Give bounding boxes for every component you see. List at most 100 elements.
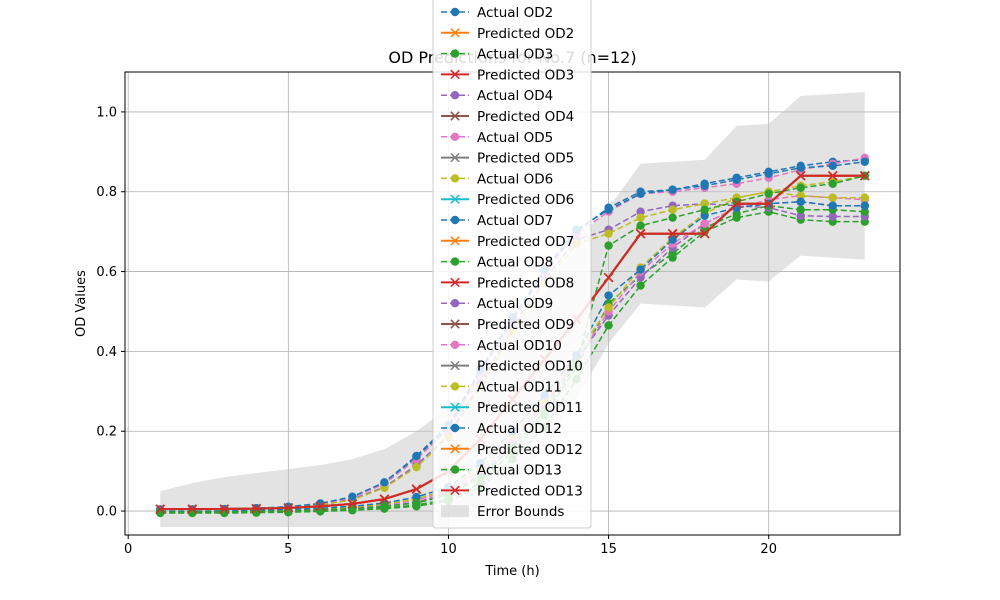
data-point (412, 451, 421, 461)
legend-marker (450, 152, 460, 163)
data-point (700, 219, 709, 228)
data-point (348, 504, 357, 513)
legend-marker (450, 360, 460, 371)
data-point (636, 213, 645, 222)
marker-stroke (450, 111, 460, 121)
data-point (636, 273, 645, 282)
data-point (764, 189, 773, 198)
data-point (380, 478, 389, 487)
legend-marker (450, 340, 460, 349)
data-point (860, 207, 869, 216)
data-point (315, 501, 326, 511)
data-point (667, 228, 678, 239)
data-point (860, 171, 870, 181)
data-point (860, 193, 869, 202)
legend-entry-predicted-od8: Predicted OD8 (441, 275, 574, 291)
data-point (635, 228, 646, 239)
legend-marker (450, 465, 460, 474)
legend-label: Predicted OD13 (477, 483, 583, 499)
legend-marker (450, 132, 460, 141)
legend-label: Predicted OD11 (477, 400, 583, 416)
marker-stroke (450, 28, 460, 38)
legend-entry-predicted-od12: Predicted OD12 (441, 442, 583, 458)
legend-marker (450, 69, 460, 80)
data-point (828, 179, 837, 188)
data-point (251, 503, 262, 514)
tick-layer: 0 5 10 15 20 0.0 0.2 0.4 0.6 0.8 1.0 (96, 105, 777, 557)
legend-entry-predicted-od3: Predicted OD3 (441, 67, 574, 83)
data-point (380, 502, 389, 511)
data-point (796, 191, 805, 200)
data-point (732, 209, 741, 218)
x-tick-label: 0 (124, 542, 132, 557)
marker-stroke (450, 319, 460, 329)
legend-box (432, 0, 592, 529)
legend-label: Predicted OD7 (477, 234, 574, 250)
legend-marker (450, 174, 460, 183)
legend-entry-actual-od4: Actual OD4 (441, 88, 553, 104)
legend-entry-actual-od3: Actual OD3 (441, 47, 553, 63)
data-point (412, 498, 421, 508)
data-point (763, 198, 774, 209)
data-point (700, 205, 709, 214)
legend-label: Actual OD7 (477, 213, 553, 229)
data-point (828, 212, 837, 221)
legend-label: Predicted OD12 (477, 442, 583, 458)
data-point (764, 169, 773, 178)
legend-label: Actual OD2 (477, 5, 553, 21)
data-point (796, 163, 805, 172)
data-point (860, 201, 869, 210)
marker-stroke (187, 504, 197, 514)
legend-marker (450, 49, 460, 58)
legend-entry-actual-od10: Actual OD10 (441, 338, 562, 354)
data-point (603, 272, 614, 283)
legend-label: Predicted OD3 (477, 67, 574, 83)
data-point (796, 211, 805, 220)
legend-label: Actual OD9 (477, 296, 553, 312)
data-point (668, 235, 677, 244)
data-point (668, 185, 677, 194)
legend-entry-actual-od2: Actual OD2 (441, 5, 553, 21)
legend-marker (450, 277, 460, 288)
legend-marker (450, 382, 460, 391)
data-point (795, 171, 806, 181)
legend-marker (450, 194, 460, 204)
data-point (155, 504, 165, 514)
legend-marker (450, 444, 460, 454)
data-point (187, 504, 197, 514)
data-point (604, 303, 613, 312)
marker-stroke (860, 171, 870, 181)
marker-stroke (763, 198, 774, 209)
data-point (668, 249, 677, 258)
legend-marker (450, 215, 460, 225)
legend-marker (450, 111, 460, 121)
data-point (636, 281, 645, 290)
error-bounds-band (160, 91, 865, 528)
legend-label: Predicted OD4 (477, 109, 574, 125)
legend-swatch-band (441, 505, 469, 518)
y-axis-label: OD Values (74, 270, 89, 337)
data-point (412, 462, 421, 472)
data-point (700, 211, 709, 220)
legend-label: Actual OD6 (477, 171, 553, 187)
legend-label: Predicted OD5 (477, 151, 574, 167)
y-tick-label: 0.8 (96, 185, 117, 200)
data-point (828, 161, 837, 170)
legend-label: Actual OD4 (477, 88, 553, 104)
data-point (828, 171, 838, 181)
legend-label: Error Bounds (477, 504, 564, 520)
y-tick-label: 1.0 (96, 105, 117, 120)
marker-stroke (283, 503, 294, 513)
legend-entry-actual-od9: Actual OD9 (441, 296, 553, 312)
legend-entry-actual-od8: Actual OD8 (441, 255, 553, 271)
data-point (348, 492, 357, 501)
data-point (347, 499, 358, 509)
data-point (636, 265, 645, 274)
data-point (636, 189, 645, 198)
data-point (700, 199, 709, 208)
legend: Actual OD2 Predicted OD2 Actual OD3 Predict… (432, 0, 592, 529)
legend-marker (450, 485, 460, 496)
data-point (604, 321, 613, 330)
marker-stroke (450, 402, 460, 412)
data-point (283, 503, 294, 513)
